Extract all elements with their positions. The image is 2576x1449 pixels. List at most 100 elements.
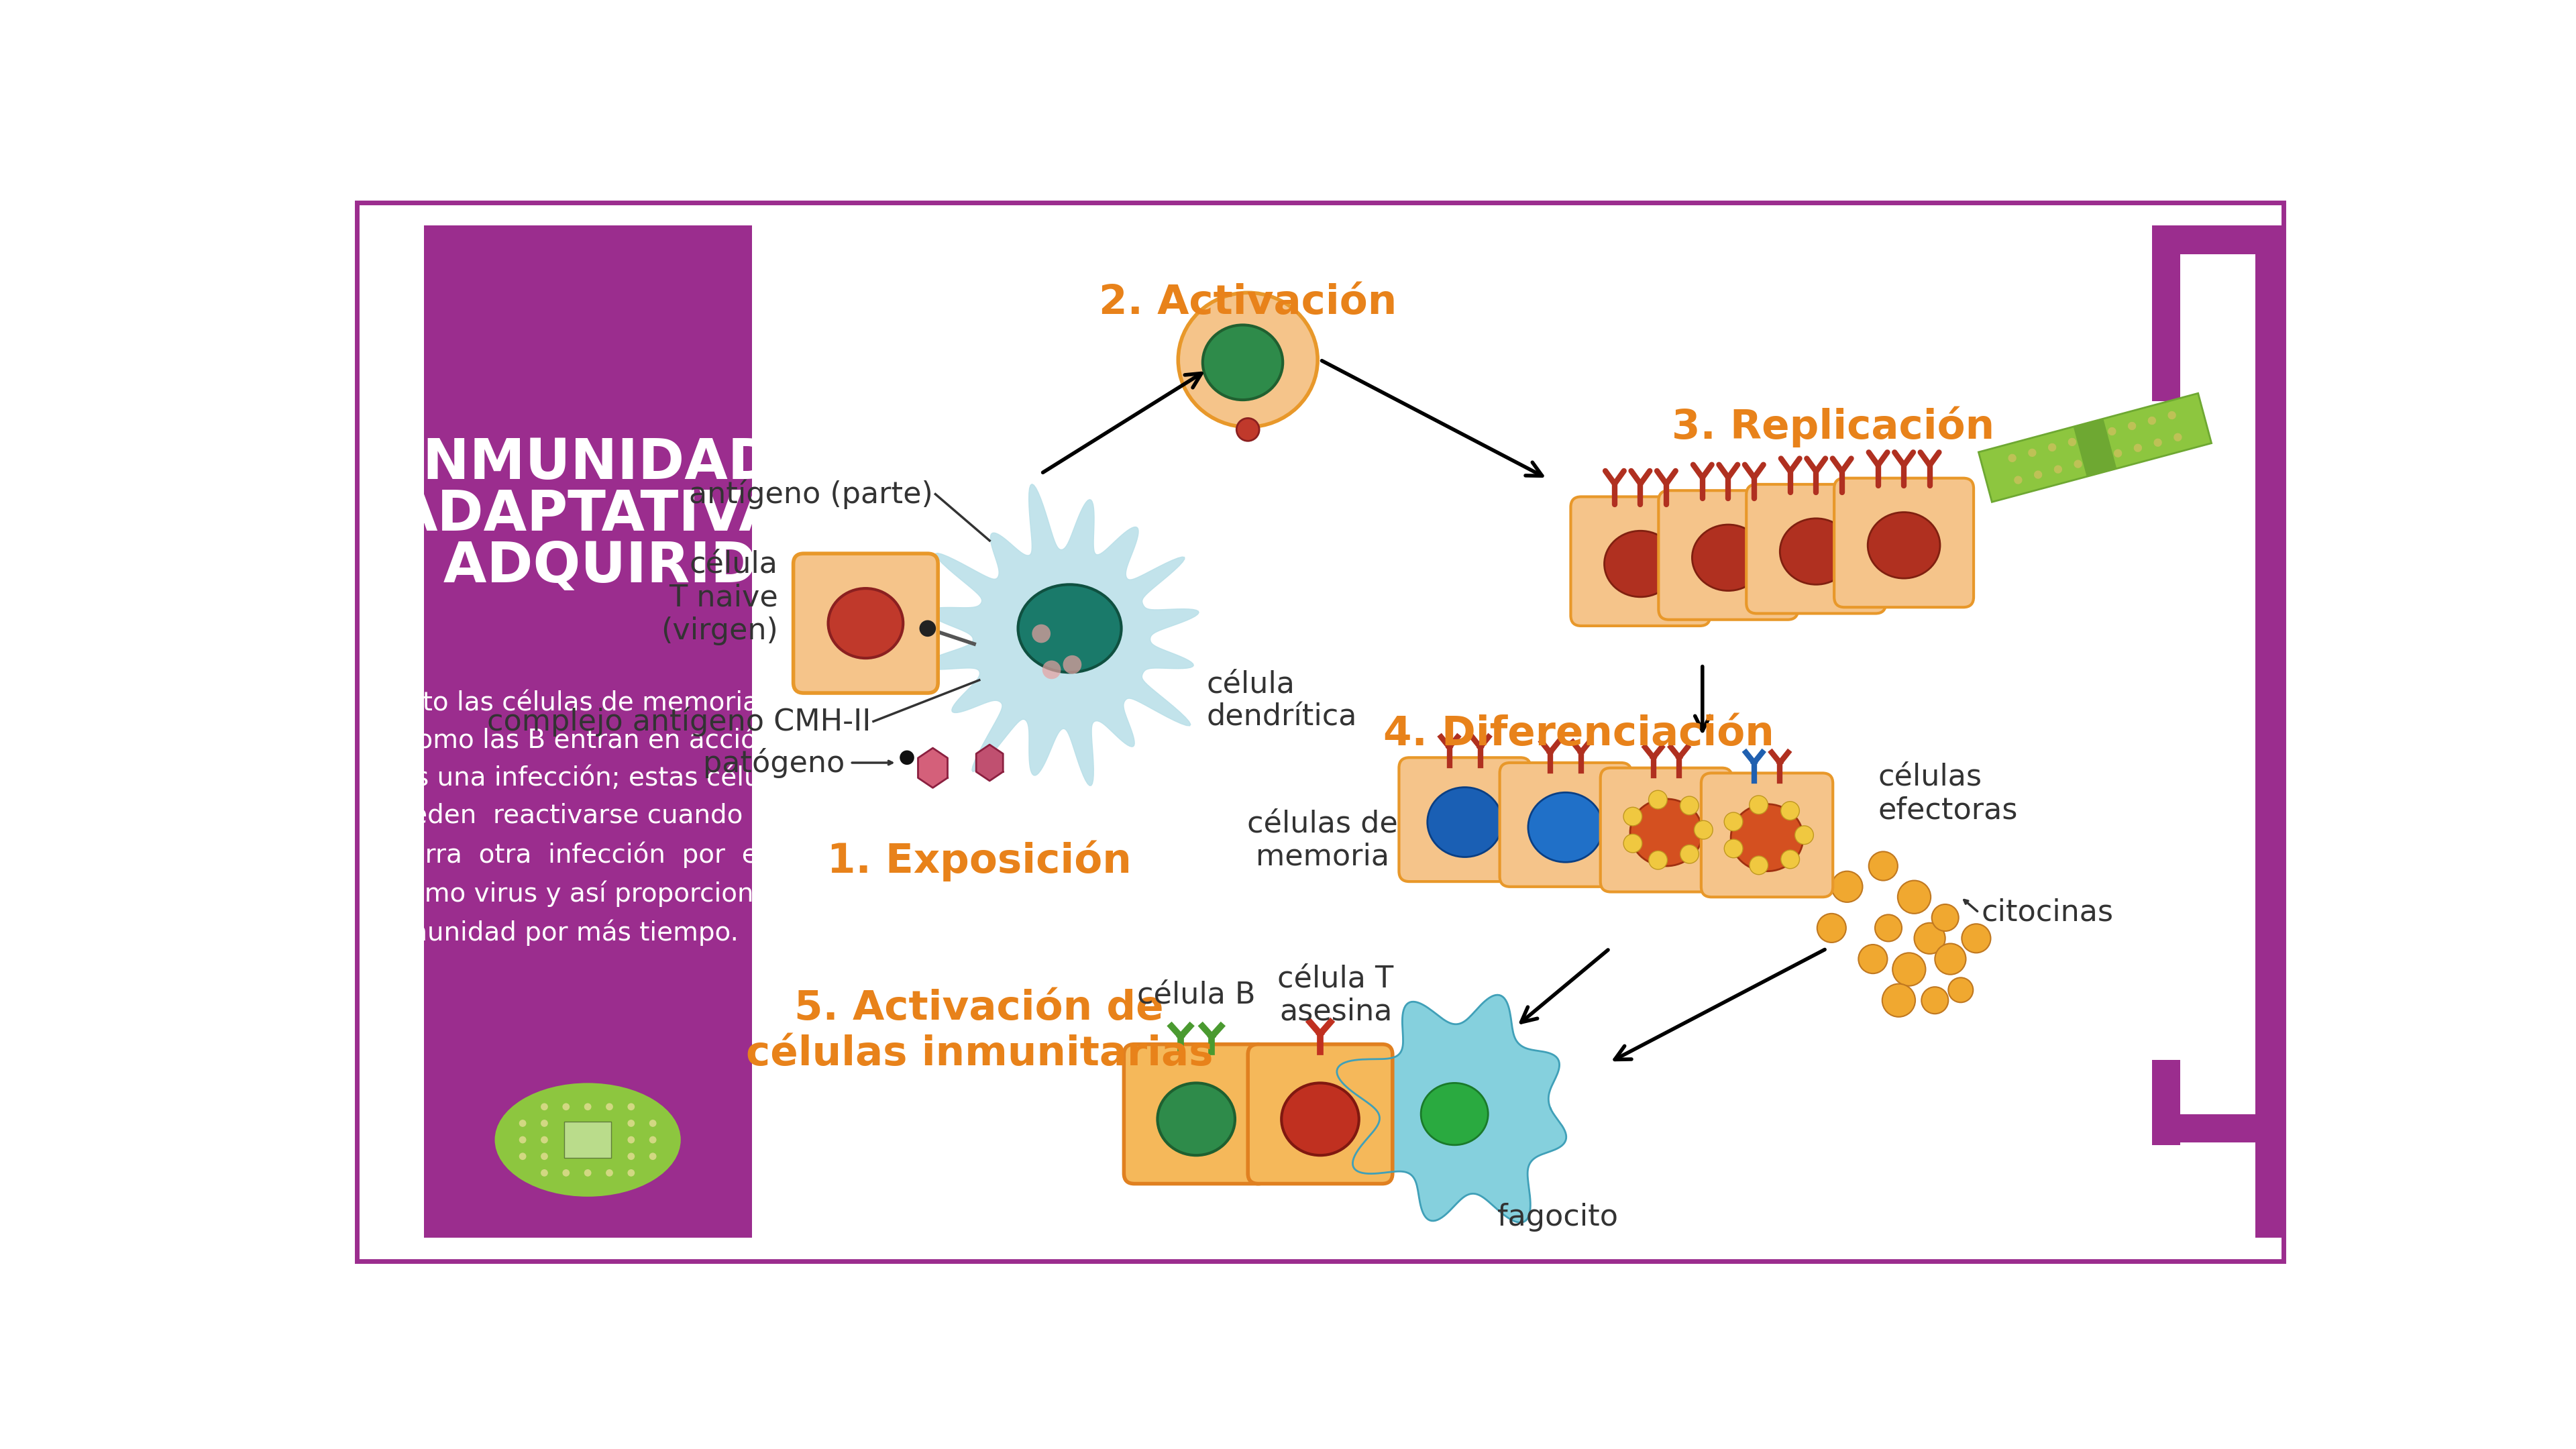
Circle shape [1932,904,1958,932]
Circle shape [1723,813,1744,830]
Ellipse shape [1528,793,1602,862]
FancyBboxPatch shape [1700,774,1834,897]
Circle shape [1795,826,1814,845]
Circle shape [2169,412,2177,419]
Circle shape [518,1153,526,1161]
Circle shape [1723,839,1744,858]
FancyBboxPatch shape [1247,1045,1394,1184]
FancyBboxPatch shape [564,1122,611,1158]
FancyBboxPatch shape [2151,1059,2179,1145]
Ellipse shape [829,588,904,658]
Ellipse shape [1177,293,1316,427]
Circle shape [1749,856,1767,875]
Circle shape [2048,443,2056,452]
Ellipse shape [1280,1082,1360,1155]
Circle shape [1963,924,1991,953]
FancyBboxPatch shape [793,554,938,693]
FancyBboxPatch shape [1499,762,1631,887]
Circle shape [585,1169,592,1177]
Circle shape [1816,913,1847,942]
Circle shape [1623,807,1641,826]
Text: fagocito: fagocito [1497,1203,1618,1232]
Circle shape [649,1136,657,1143]
Circle shape [1899,881,1932,913]
Ellipse shape [495,1082,680,1197]
Circle shape [2115,449,2123,458]
Ellipse shape [1731,804,1803,871]
FancyBboxPatch shape [2254,226,2282,1237]
FancyBboxPatch shape [2151,226,2254,254]
Text: célula
dendrítica: célula dendrítica [1206,669,1358,732]
FancyArrowPatch shape [1043,374,1200,472]
Circle shape [1947,978,1973,1003]
FancyArrowPatch shape [1321,361,1543,475]
Circle shape [562,1169,569,1177]
Text: patógeno: patógeno [703,748,845,778]
Circle shape [1922,987,1947,1014]
Text: 1. Exposición: 1. Exposición [827,840,1131,881]
Text: 3. Replicación: 3. Replicación [1672,406,1994,448]
Ellipse shape [1203,325,1283,400]
Ellipse shape [1605,530,1677,597]
Text: complejo antígeno CMH-II: complejo antígeno CMH-II [487,707,871,736]
Circle shape [1868,852,1899,881]
Circle shape [2053,465,2063,474]
Ellipse shape [1157,1082,1234,1155]
Circle shape [585,1103,592,1110]
FancyBboxPatch shape [1399,758,1530,881]
Ellipse shape [1427,787,1502,856]
Circle shape [629,1153,634,1161]
Circle shape [1033,625,1051,643]
Circle shape [1935,943,1965,975]
Circle shape [1780,801,1801,820]
Text: Tanto las células de memoria
T como las B entran en acción
tras una infección; e: Tanto las células de memoria T como las … [379,690,799,946]
Circle shape [541,1153,549,1161]
Circle shape [1780,851,1801,868]
Circle shape [518,1136,526,1143]
Ellipse shape [1692,525,1765,591]
Circle shape [1695,820,1713,839]
Circle shape [1883,984,1914,1017]
FancyBboxPatch shape [1600,768,1731,893]
Polygon shape [917,748,948,788]
Circle shape [2148,416,2156,425]
Circle shape [629,1136,634,1143]
Circle shape [1914,923,1945,953]
Text: célula
T naive
(virgen): célula T naive (virgen) [659,549,778,645]
Circle shape [1043,661,1061,680]
Circle shape [1832,871,1862,903]
FancyBboxPatch shape [2151,1114,2254,1142]
Circle shape [1680,797,1698,814]
Circle shape [1857,945,1888,974]
Circle shape [562,1103,569,1110]
FancyBboxPatch shape [1123,1045,1267,1184]
Circle shape [1680,845,1698,864]
Circle shape [541,1120,549,1127]
Circle shape [2027,449,2038,456]
FancyArrowPatch shape [1520,951,1607,1023]
FancyBboxPatch shape [358,203,2282,1261]
Circle shape [2174,433,2182,442]
FancyBboxPatch shape [2151,226,2179,401]
Text: 2. Activación: 2. Activación [1100,283,1396,323]
Circle shape [629,1103,634,1110]
Circle shape [2074,459,2081,468]
Circle shape [2014,475,2022,484]
Circle shape [899,751,914,765]
FancyBboxPatch shape [1978,393,2210,501]
Circle shape [649,1120,657,1127]
Circle shape [541,1169,549,1177]
Circle shape [2128,422,2136,430]
Polygon shape [1337,995,1566,1223]
Circle shape [605,1169,613,1177]
Polygon shape [976,745,1002,781]
Text: ADAPTATIVA: ADAPTATIVA [394,488,783,542]
Circle shape [2069,438,2076,446]
Text: O ADQUIRIDA: O ADQUIRIDA [376,539,801,594]
Polygon shape [920,484,1198,785]
Text: antígeno (parte): antígeno (parte) [688,480,933,509]
Text: célula B: célula B [1136,981,1255,1010]
Text: citocinas: citocinas [1981,898,2112,927]
Ellipse shape [1018,584,1121,672]
Circle shape [1749,796,1767,814]
